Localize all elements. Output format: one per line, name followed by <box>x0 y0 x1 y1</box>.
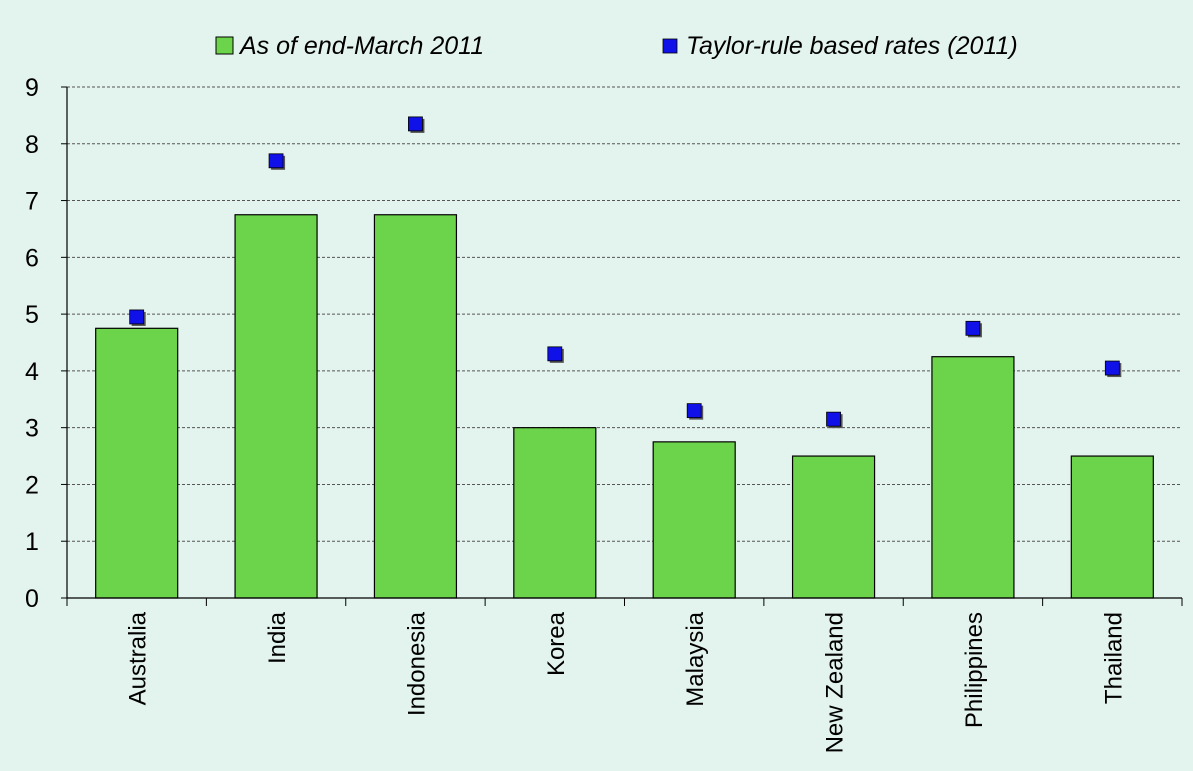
y-tick-label: 2 <box>25 471 39 499</box>
y-tick-label: 1 <box>25 528 39 556</box>
marker-philippines <box>965 320 981 336</box>
x-tick-label: Malaysia <box>682 611 709 706</box>
legend: As of end-March 2011 Taylor-rule based ra… <box>215 32 1018 60</box>
marker-indonesia <box>408 116 423 132</box>
y-tick-label: 3 <box>25 415 39 443</box>
bar-australia <box>95 327 179 599</box>
bar-thailand <box>1070 455 1154 599</box>
legend-item-markers: Taylor-rule based rates (2011) <box>662 32 1018 60</box>
x-tick-label: Thailand <box>1100 612 1127 704</box>
y-tick-label: 0 <box>25 585 39 613</box>
marker-korea <box>547 346 563 362</box>
x-tick-label: New Zealand <box>822 612 849 753</box>
y-tick-labels: 0 1 2 3 4 5 6 7 8 9 <box>25 74 39 613</box>
bars-series <box>95 214 1154 599</box>
x-tick-label: India <box>264 611 291 664</box>
bar-malaysia <box>652 441 736 599</box>
legend-swatch-markers <box>662 38 678 54</box>
x-tick-label: Korea <box>543 611 570 676</box>
marker-thailand <box>1104 360 1120 376</box>
bar-india <box>234 214 318 599</box>
legend-label-markers: Taylor-rule based rates (2011) <box>686 32 1018 60</box>
bar-indonesia <box>373 214 458 599</box>
bar-korea <box>513 427 597 599</box>
legend-item-bars: As of end-March 2011 <box>215 32 484 60</box>
marker-malaysia <box>686 403 702 419</box>
y-tick-label: 9 <box>25 74 39 102</box>
y-tick-label: 5 <box>25 301 39 329</box>
marker-india <box>268 153 284 169</box>
axes <box>61 86 1183 606</box>
legend-label-bars: As of end-March 2011 <box>238 32 484 60</box>
x-tick-label: Australia <box>125 611 152 705</box>
markers-series <box>129 116 1122 429</box>
x-tick-labels: Australia India Indonesia Korea Malaysia New … <box>125 611 1128 753</box>
x-tick-label: Philippines <box>961 612 988 728</box>
bar-philippines <box>931 356 1015 599</box>
y-tick-label: 7 <box>25 188 39 216</box>
y-tick-label: 8 <box>25 131 39 159</box>
y-tick-label: 6 <box>25 244 39 272</box>
bar-new-zealand <box>791 455 876 599</box>
gridlines <box>67 86 1182 542</box>
y-tick-label: 4 <box>25 358 39 386</box>
marker-new-zealand <box>826 411 841 427</box>
x-tick-label: Indonesia <box>403 611 430 716</box>
legend-swatch-bars <box>215 36 234 55</box>
marker-australia <box>129 309 145 325</box>
